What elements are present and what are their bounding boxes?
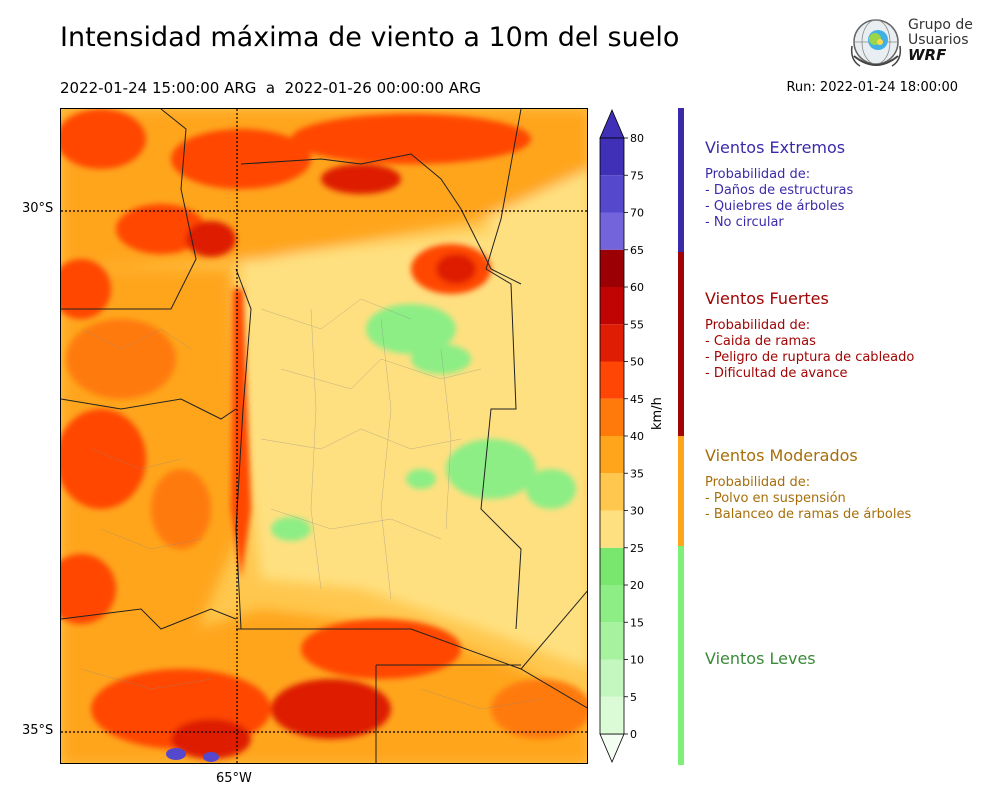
legend-bar-light — [678, 546, 684, 765]
logo-line-2: Usuarios — [908, 32, 969, 48]
category-line: - No circular — [705, 215, 784, 230]
colorbar-segment — [600, 249, 624, 287]
colorbar-tick-label: 80 — [630, 132, 644, 145]
colorbar-segment — [600, 547, 624, 585]
colorbar-segment — [600, 473, 624, 511]
colorbar-segment — [600, 398, 624, 436]
colorbar-unit: km/h — [650, 397, 665, 430]
colorbar-segment — [600, 287, 624, 325]
run-time: Run: 2022-01-24 18:00:00 — [786, 80, 958, 95]
province-borders — [61, 109, 587, 763]
colorbar-overflow-triangle — [599, 108, 625, 139]
category-line: Probabilidad de: — [705, 318, 811, 333]
lat-label-30s: 30°S — [22, 201, 54, 216]
colorbar-tick-label: 15 — [630, 616, 644, 629]
category-title: Vientos Moderados — [705, 446, 858, 465]
colorbar-segment — [600, 696, 624, 734]
colorbar-segment — [600, 622, 624, 660]
colorbar-tick-label: 0 — [630, 728, 637, 741]
colorbar-tick-label: 5 — [630, 691, 637, 704]
colorbar-tick-label: 70 — [630, 207, 644, 220]
colorbar-tick-label: 75 — [630, 169, 644, 182]
category-line: - Balanceo de ramas de árboles — [705, 507, 912, 522]
strong-wind-cells — [61, 109, 587, 759]
category-line: Probabilidad de: — [705, 167, 811, 182]
category-line: - Daños de estructuras — [705, 183, 854, 198]
colorbar-tick-label: 10 — [630, 654, 644, 667]
colorbar: 0 5 10 15 20 25 30 35 40 45 50 55 60 65 70 75 80 — [599, 108, 644, 764]
colorbar-segment — [600, 436, 624, 474]
colorbar-segment — [600, 324, 624, 362]
legend-bar-moderate — [678, 436, 684, 546]
legend-bar-strong — [678, 252, 684, 436]
colorbar-segment — [600, 175, 624, 213]
colorbar-segment — [600, 510, 624, 548]
colorbar-tick-label: 50 — [630, 356, 644, 369]
globe-icon — [850, 19, 902, 67]
colorbar-underflow-triangle — [599, 733, 625, 764]
category-line: - Quiebres de árboles — [705, 199, 845, 214]
colorbar-tick-label: 65 — [630, 244, 644, 257]
lat-label-35s: 35°S — [22, 723, 54, 738]
department-borders — [80, 298, 542, 710]
lon-label-65w: 65°W — [216, 771, 252, 786]
category-line: - Polvo en suspensión — [705, 491, 846, 506]
grupo-usuarios-wrf-logo: Grupo de Usuarios WRF — [848, 16, 978, 72]
colorbar-segment — [600, 361, 624, 399]
colorbar-segment — [600, 212, 624, 250]
wind-map — [60, 108, 588, 764]
legend-bar-extreme — [678, 108, 684, 252]
mountain-blue-cells — [166, 748, 219, 762]
category-title: Vientos Leves — [705, 649, 816, 668]
category-line: - Peligro de ruptura de cableado — [705, 350, 915, 365]
colorbar-tick-label: 35 — [630, 467, 644, 480]
logo-line-1: Grupo de — [908, 17, 973, 33]
category-line: Probabilidad de: — [705, 475, 811, 490]
category-line: - Caida de ramas — [705, 334, 816, 349]
category-line: - Dificultad de avance — [705, 366, 848, 381]
colorbar-tick-label: 25 — [630, 542, 644, 555]
category-light: Vientos Leves — [705, 649, 816, 678]
colorbar-segment — [600, 138, 624, 176]
colorbar-tick-label: 30 — [630, 505, 644, 518]
light-wind-patches — [271, 304, 576, 541]
colorbar-tick-label: 40 — [630, 430, 644, 443]
colorbar-tick-label: 45 — [630, 393, 644, 406]
wind-field-svg — [61, 109, 587, 763]
colorbar-segment — [600, 659, 624, 697]
category-extreme: Vientos Extremos Probabilidad de: - Daño… — [705, 138, 853, 231]
category-title: Vientos Extremos — [705, 138, 846, 157]
colorbar-segment — [600, 585, 624, 623]
forecast-period: 2022-01-24 15:00:00 ARG a 2022-01-26 00:… — [60, 79, 482, 97]
category-strong: Vientos Fuertes Probabilidad de: - Caida… — [705, 289, 914, 382]
colorbar-tick-label: 20 — [630, 579, 644, 592]
colorbar-tick-label: 60 — [630, 281, 644, 294]
map-title: Intensidad máxima de viento a 10m del su… — [60, 22, 680, 53]
logo-line-3: WRF — [908, 46, 947, 64]
category-title: Vientos Fuertes — [705, 289, 829, 308]
category-moderate: Vientos Moderados Probabilidad de: - Pol… — [705, 446, 911, 523]
colorbar-tick-label: 55 — [630, 318, 644, 331]
